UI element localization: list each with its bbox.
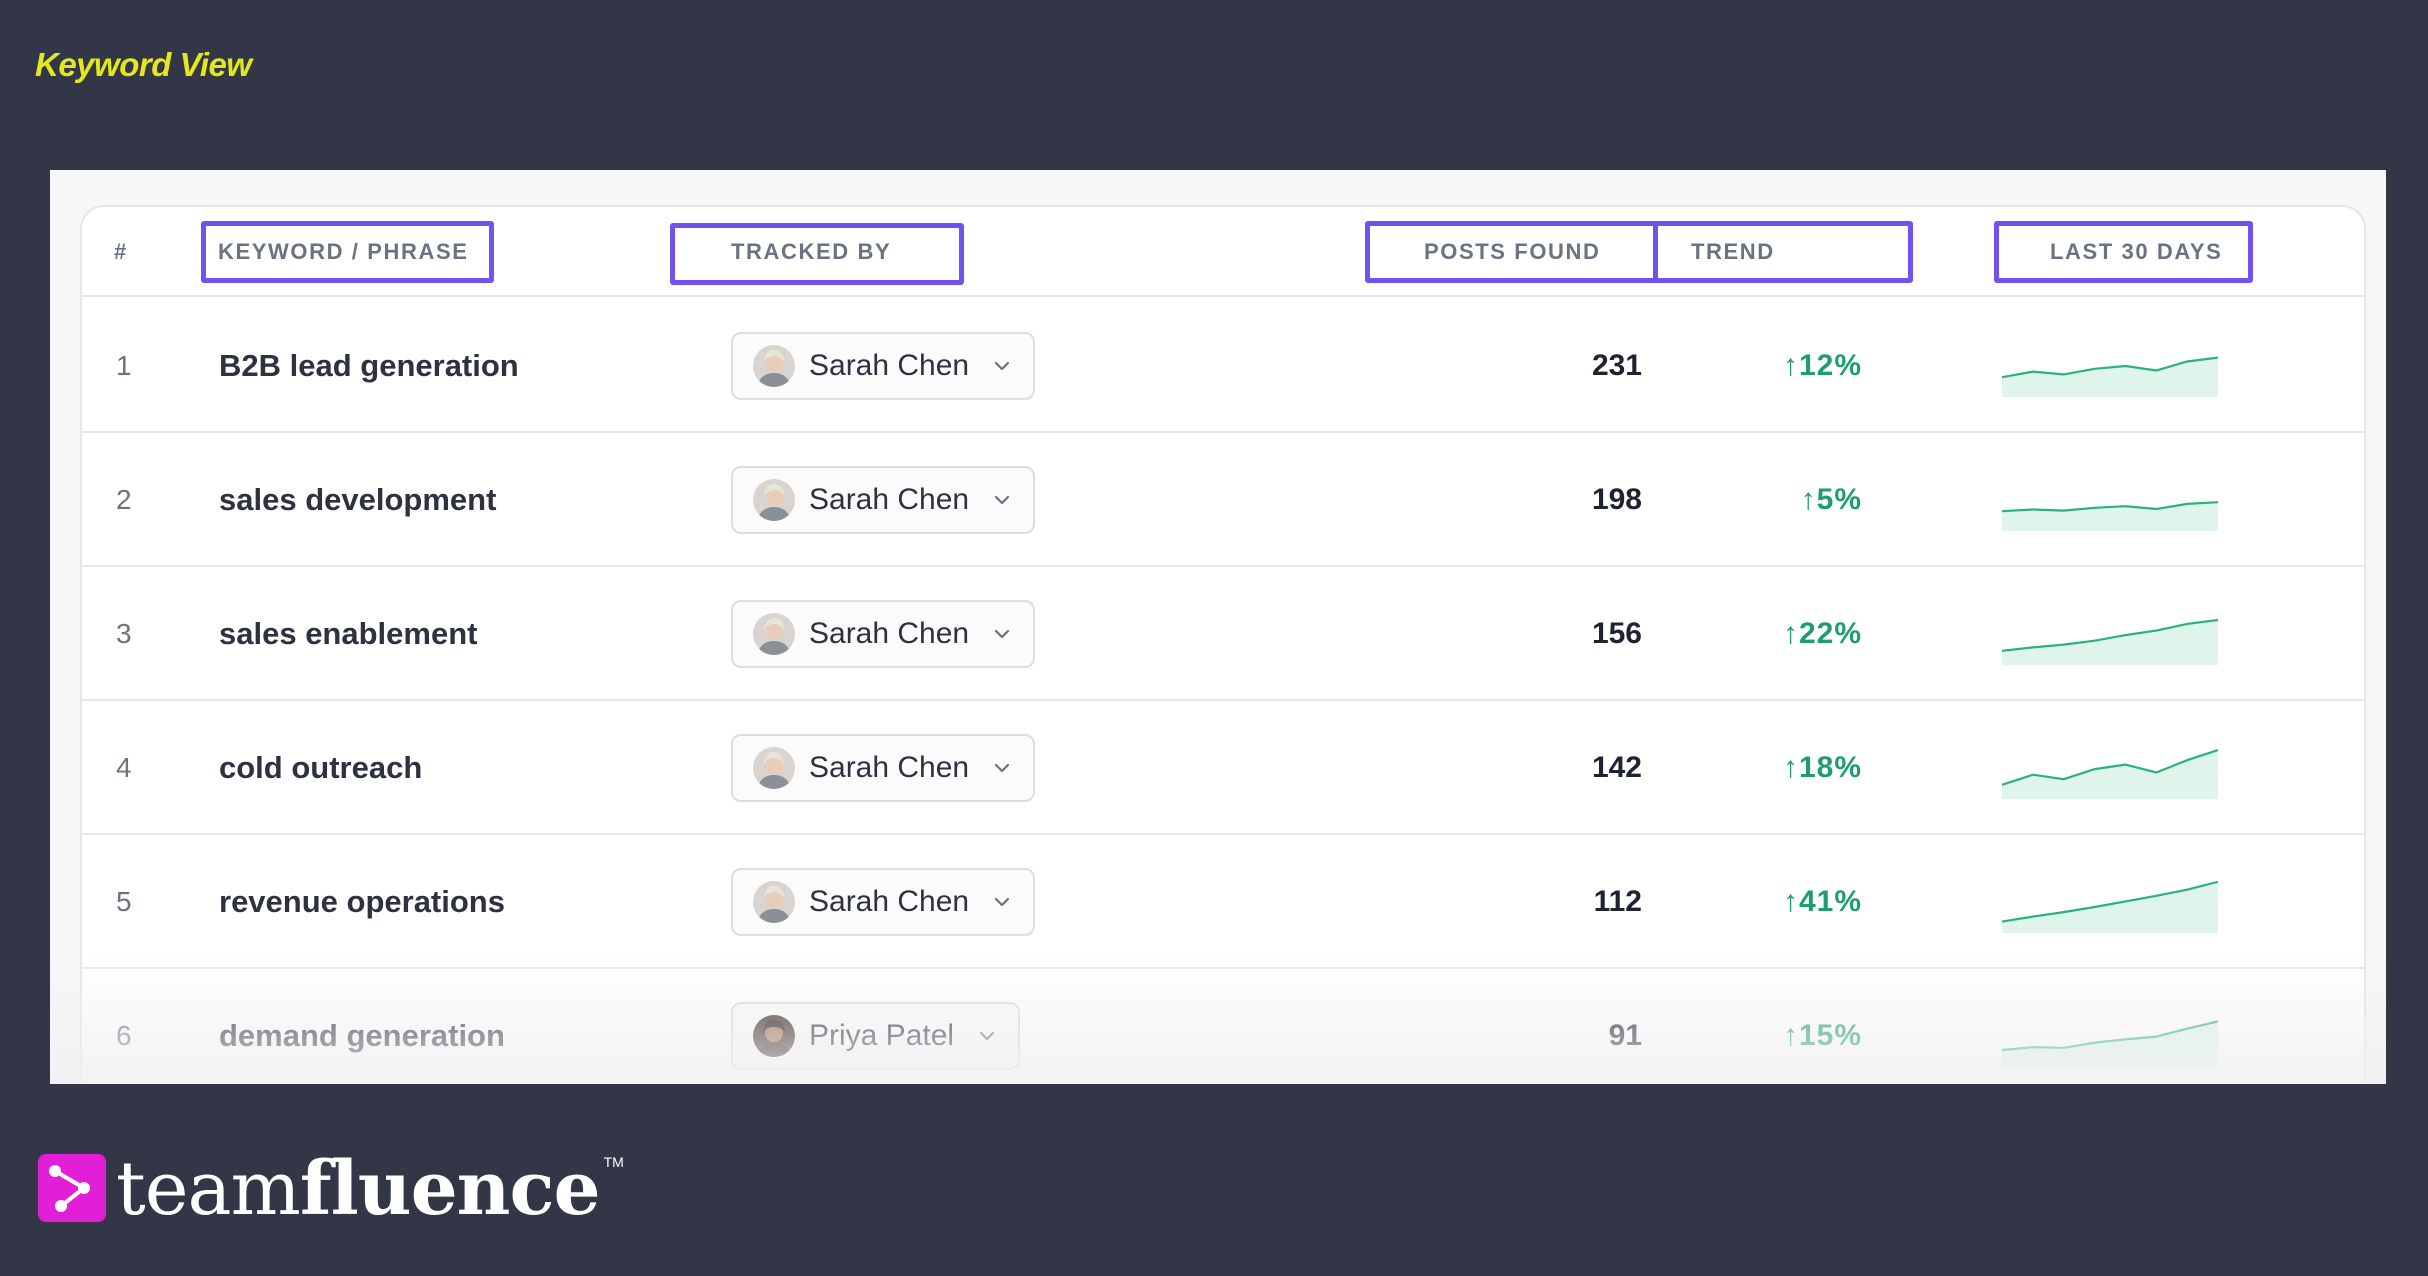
- table-area: # KEYWORD / PHRASE TRACKED BY POSTS FOUN…: [50, 170, 2386, 1084]
- keyword-text: sales development: [219, 482, 497, 517]
- header-last-30-days[interactable]: LAST 30 DAYS: [2050, 239, 2223, 264]
- avatar: [753, 881, 795, 923]
- tracked-by-name: Sarah Chen: [809, 617, 970, 650]
- tracked-by-dropdown[interactable]: Sarah Chen: [731, 868, 1036, 936]
- sparkline-cell: [2002, 701, 2218, 835]
- trend-value: ↑41%: [1782, 885, 1862, 918]
- tracked-by-dropdown[interactable]: Sarah Chen: [731, 600, 1036, 668]
- row-index: 1: [116, 350, 132, 381]
- row-index: 4: [116, 752, 132, 783]
- sparkline-chart: [2002, 749, 2218, 799]
- sparkline-cell: [2002, 299, 2218, 433]
- sparkline-cell: [2002, 433, 2218, 567]
- tracked-by-dropdown[interactable]: Sarah Chen: [731, 466, 1036, 534]
- posts-found-value: 198: [1591, 483, 1642, 516]
- posts-found-value: 156: [1591, 617, 1642, 650]
- highlight-last-30-days-header: [1994, 221, 2253, 283]
- table-row[interactable]: 4 cold outreach Sarah Chen 142 ↑18%: [82, 701, 2364, 835]
- posts-found-value: 231: [1591, 349, 1642, 382]
- keyword-text: demand generation: [219, 1018, 505, 1053]
- keyword-text: B2B lead generation: [219, 348, 519, 383]
- avatar: [753, 479, 795, 521]
- sparkline-area: [2002, 502, 2218, 531]
- trend-value: ↑22%: [1782, 617, 1862, 650]
- tracked-by-dropdown[interactable]: Sarah Chen: [731, 332, 1036, 400]
- brand-wordmark-light: team: [116, 1146, 301, 1232]
- trend-value: ↑15%: [1782, 1019, 1862, 1052]
- sparkline-chart: [2002, 1020, 2218, 1067]
- posts-found-value: 142: [1591, 751, 1642, 784]
- tracked-by-name: Sarah Chen: [809, 483, 970, 516]
- sparkline-line: [2002, 501, 2218, 513]
- trend-value: ↑5%: [1800, 483, 1862, 516]
- sparkline-line: [2002, 880, 2218, 923]
- tracked-by-name: Sarah Chen: [809, 885, 970, 918]
- avatar: [753, 1015, 795, 1057]
- table-row[interactable]: 5 revenue operations Sarah Chen 112 ↑41%: [82, 835, 2364, 969]
- chevron-down-icon: [995, 897, 1010, 907]
- sparkline-cell: [2002, 835, 2218, 969]
- brand-mark-icon: [38, 1154, 106, 1222]
- keyword-text: revenue operations: [219, 884, 505, 919]
- chevron-down-icon: [995, 763, 1010, 773]
- chevron-down-icon: [995, 361, 1010, 371]
- sparkline-line: [2002, 356, 2218, 379]
- sparkline-area: [2002, 620, 2218, 665]
- table-row[interactable]: 6 demand generation Priya Patel 91 ↑15%: [82, 969, 2364, 1084]
- row-index: 6: [116, 1020, 132, 1051]
- sparkline-chart: [2002, 356, 2218, 397]
- sparkline-chart: [2002, 880, 2218, 933]
- sparkline-area: [2002, 750, 2218, 799]
- avatar: [753, 345, 795, 387]
- trademark-mark: TM: [603, 1154, 624, 1170]
- highlight-tracked-by-header: [670, 223, 964, 285]
- brand-wordmark-bold: fluence: [299, 1146, 601, 1232]
- tracked-by-name: Sarah Chen: [809, 751, 970, 784]
- sparkline-area: [2002, 357, 2218, 397]
- tracked-by-name: Sarah Chen: [809, 349, 970, 382]
- highlight-posts-found-header: [1365, 221, 1658, 283]
- tracked-by-dropdown[interactable]: Sarah Chen: [731, 734, 1036, 802]
- teamfluence-logo: teamfluence TM: [38, 1152, 624, 1226]
- table-row[interactable]: 2 sales development Sarah Chen 198 ↑5%: [82, 433, 2364, 567]
- posts-found-value: 91: [1608, 1019, 1642, 1052]
- sparkline-line: [2002, 749, 2218, 786]
- avatar: [753, 747, 795, 789]
- sparkline-chart: [2002, 501, 2218, 531]
- chevron-down-icon: [995, 629, 1010, 639]
- row-index: 3: [116, 618, 132, 649]
- keyword-table: # KEYWORD / PHRASE TRACKED BY POSTS FOUN…: [80, 205, 2366, 1084]
- tracked-by-dropdown[interactable]: Priya Patel: [731, 1002, 1021, 1070]
- row-index: 5: [116, 886, 132, 917]
- brand-wordmark: teamfluence: [116, 1152, 601, 1226]
- tracked-by-name: Priya Patel: [809, 1019, 955, 1052]
- header-trend[interactable]: TREND: [1691, 239, 1775, 264]
- avatar: [753, 613, 795, 655]
- keyword-text: sales enablement: [219, 616, 478, 651]
- row-index: 2: [116, 484, 132, 515]
- header-tracked-by[interactable]: TRACKED BY: [731, 239, 892, 264]
- posts-found-value: 112: [1593, 885, 1642, 918]
- highlight-keyword-header: [201, 221, 494, 283]
- trend-value: ↑12%: [1782, 349, 1862, 382]
- keyword-text: cold outreach: [219, 750, 423, 785]
- sparkline-line: [2002, 618, 2218, 652]
- highlight-trend-header: [1653, 221, 1913, 283]
- chevron-down-icon: [995, 495, 1010, 505]
- sparkline-chart: [2002, 618, 2218, 665]
- sparkline-cell: [2002, 969, 2218, 1084]
- table-row[interactable]: 3 sales enablement Sarah Chen 156 ↑22%: [82, 567, 2364, 701]
- table-header: # KEYWORD / PHRASE TRACKED BY POSTS FOUN…: [82, 207, 2364, 297]
- chevron-down-icon: [979, 1031, 995, 1041]
- header-posts-found[interactable]: POSTS FOUND: [1424, 239, 1601, 264]
- header-index[interactable]: #: [114, 239, 128, 264]
- sparkline-cell: [2002, 567, 2218, 701]
- header-keyword[interactable]: KEYWORD / PHRASE: [218, 239, 469, 264]
- page-title: Keyword View: [35, 46, 252, 83]
- table-row[interactable]: 1 B2B lead generation Sarah Chen 231 ↑12%: [82, 299, 2364, 433]
- trend-value: ↑18%: [1782, 751, 1862, 784]
